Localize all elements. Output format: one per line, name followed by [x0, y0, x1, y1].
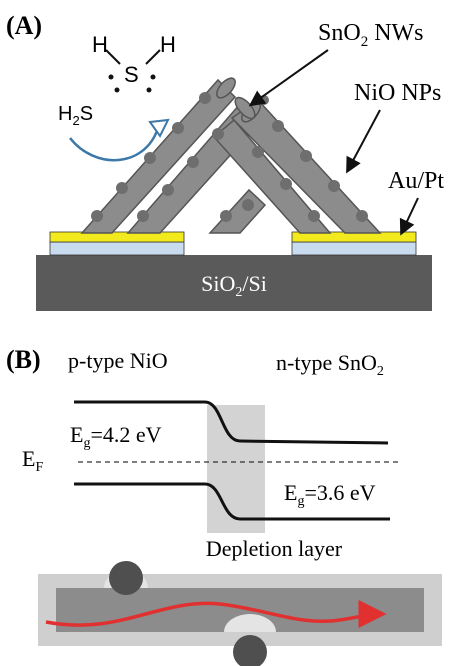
substrate-label: SiO2/Si	[201, 271, 267, 300]
panel-b: (B) p-type NiO n-type SnO2 Eg=4.2 eV EF …	[6, 345, 442, 666]
panel-a-label: (A)	[6, 11, 42, 40]
fermi-label: EF	[22, 446, 43, 475]
nanowire	[80, 78, 237, 234]
conduction-band	[74, 400, 389, 445]
nio-particle	[187, 156, 199, 168]
nio-particle	[220, 210, 232, 222]
nio-particle	[280, 178, 292, 190]
current-path-arrow	[45, 600, 387, 629]
nio-particle-top	[109, 561, 143, 595]
electrode-label: Au/Pt	[388, 168, 444, 194]
panel-b-label: (B)	[6, 345, 41, 374]
nio-particle	[137, 210, 149, 222]
molecule-s: S	[124, 62, 139, 87]
gas-flow-arrowhead	[148, 118, 170, 138]
depletion-cap-bottom	[224, 614, 276, 632]
nanowire-label: SnO2 NWs	[318, 20, 424, 50]
gas-label: H2S	[58, 103, 93, 128]
depletion-region	[207, 405, 265, 533]
right-material-label: n-type SnO2	[276, 350, 384, 379]
nio-particle	[308, 210, 320, 222]
nio-particle-bottom	[233, 635, 267, 666]
nio-particle	[91, 210, 103, 222]
panel-a: (A) H H S H2S SiO2/Si	[6, 11, 444, 311]
bond-left	[105, 49, 121, 65]
lone-pair-dot	[114, 87, 120, 93]
lone-pair-dot	[146, 87, 152, 93]
h2s-molecule: H H S	[92, 32, 176, 93]
nio-particle	[116, 182, 128, 194]
right-bandgap-label: Eg=3.6 eV	[284, 480, 376, 509]
nio-particle	[144, 152, 156, 164]
nanoparticle-label: NiO NPs	[354, 80, 441, 106]
electrode-left	[49, 231, 185, 256]
left-bandgap-label: Eg=4.2 eV	[70, 422, 162, 451]
nio-particle	[272, 120, 284, 132]
valence-band	[74, 482, 390, 521]
nio-particle	[212, 128, 224, 140]
left-material-label: p-type NiO	[68, 348, 168, 373]
nio-particle	[252, 146, 264, 158]
nanowires	[80, 77, 382, 234]
substrate	[36, 255, 432, 311]
bond-right	[145, 49, 161, 65]
depletion-label: Depletion layer	[206, 536, 343, 561]
nanowire-pointer	[248, 49, 329, 107]
nio-particles	[91, 92, 368, 222]
lone-pair-dot	[108, 74, 114, 80]
nio-particle	[172, 122, 184, 134]
nio-particle	[199, 92, 211, 104]
gas-flow-arrow	[69, 127, 160, 162]
molecule-h-right: H	[160, 32, 176, 57]
nio-particle	[356, 210, 368, 222]
nio-particle	[300, 150, 312, 162]
electrode-pointer	[399, 197, 419, 236]
nio-particle	[328, 180, 340, 192]
lone-pair-dot	[150, 74, 156, 80]
electrode-right	[291, 231, 417, 256]
nanowire	[208, 188, 267, 234]
nio-particle	[242, 199, 254, 211]
nanowire-end	[216, 77, 236, 99]
nanoparticle-pointer	[346, 109, 381, 174]
nio-particle	[162, 184, 174, 196]
molecule-h-left: H	[92, 32, 108, 57]
